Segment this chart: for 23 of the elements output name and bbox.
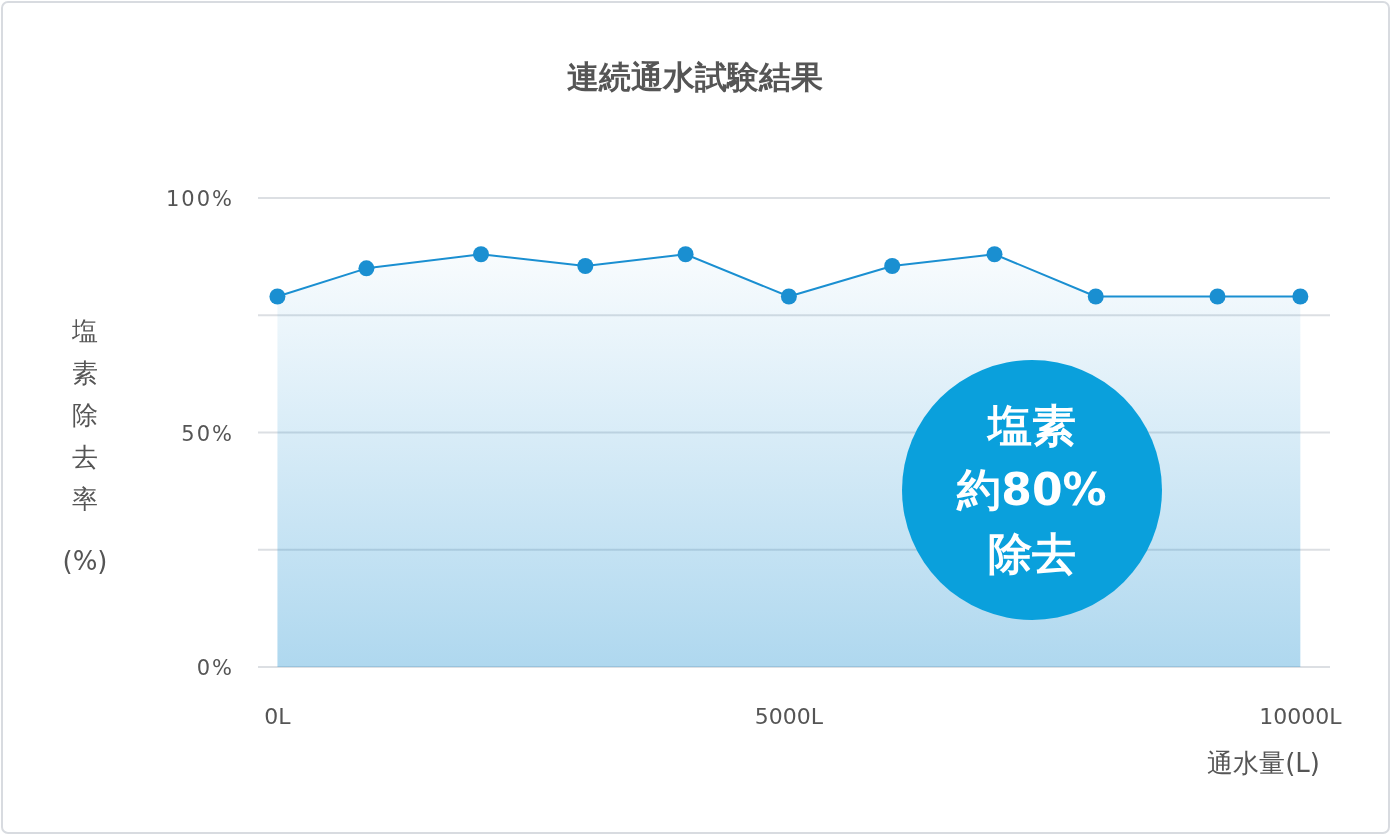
x-tick-label: 0L <box>264 704 292 729</box>
x-axis-title: 通水量(L) <box>1207 748 1320 778</box>
point <box>358 260 375 277</box>
point <box>269 288 286 305</box>
annotation: 塩素 <box>986 400 1076 451</box>
x-tick-label: 5000L <box>754 704 824 729</box>
x-tick-label: 10000L <box>1259 704 1343 729</box>
chart-title: 連続通水試験結果 <box>567 58 823 96</box>
point <box>884 258 901 275</box>
annotation: 約80% <box>956 464 1107 515</box>
point <box>677 246 694 263</box>
annotation: 除去 <box>988 528 1076 579</box>
point <box>986 246 1003 263</box>
y-tick-label: 0% <box>196 656 234 680</box>
point <box>1087 288 1104 305</box>
y-tick-label: 100% <box>165 187 234 211</box>
text: 塩素除去率(%) <box>62 316 108 576</box>
point <box>1209 288 1226 305</box>
point <box>780 288 797 305</box>
point <box>1292 288 1309 305</box>
point <box>577 258 594 275</box>
y-tick-label: 50% <box>181 421 234 446</box>
point <box>472 246 489 263</box>
